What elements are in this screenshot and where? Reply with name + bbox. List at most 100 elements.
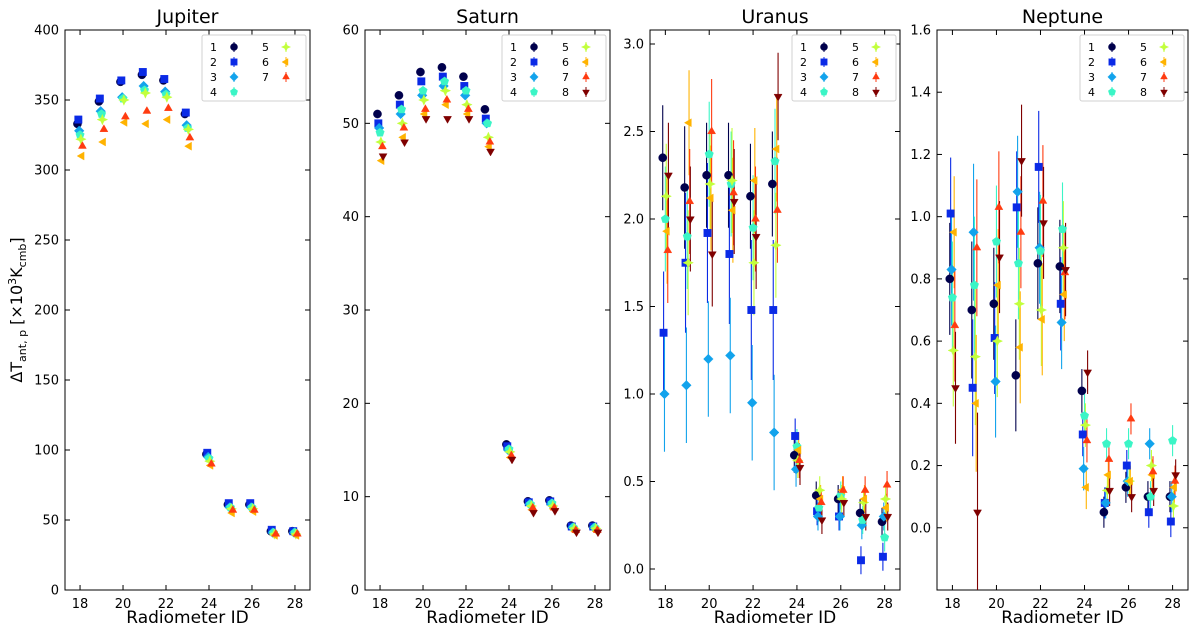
data-point: [729, 198, 739, 207]
y-tick-label: 1.0: [623, 388, 644, 403]
legend-entry: 5: [1140, 41, 1170, 54]
data-point: [1167, 500, 1180, 512]
data-point: [839, 499, 849, 508]
data-point: [142, 106, 152, 114]
data-point: [794, 455, 804, 464]
panel-title: Neptune: [1022, 6, 1103, 28]
data-point: [96, 113, 109, 126]
legend-marker: [530, 87, 538, 96]
data-point: [749, 176, 758, 185]
data-point: [747, 306, 756, 314]
legend-label: 1: [1088, 41, 1095, 54]
legend-label: 4: [1088, 86, 1095, 99]
data-point: [814, 503, 824, 512]
data-point: [1082, 435, 1092, 444]
data-point: [968, 383, 977, 392]
data-point: [1124, 439, 1134, 448]
y-tick-label: 40: [342, 210, 359, 225]
data-point: [1146, 491, 1156, 501]
plot-frame: [649, 29, 901, 591]
data-point: [141, 119, 149, 129]
legend-marker: [530, 43, 538, 51]
data-point: [950, 320, 960, 329]
data-point: [271, 528, 281, 537]
legend-entry: 3: [1088, 71, 1117, 84]
data-point: [1170, 476, 1180, 484]
data-point: [482, 118, 493, 128]
legend-label: 6: [262, 56, 269, 69]
legend-label: 3: [210, 71, 217, 84]
data-point: [773, 93, 783, 102]
legend-marker: [230, 58, 238, 66]
data-points: [373, 63, 603, 538]
legend-marker: [581, 58, 589, 66]
data-point: [373, 109, 382, 119]
data-point: [1103, 470, 1111, 480]
x-tick-label: 20: [415, 597, 432, 612]
data-point: [659, 388, 670, 400]
data-point: [1102, 439, 1112, 448]
data-point: [99, 124, 109, 132]
legend-marker: [1160, 89, 1168, 97]
legend-marker: [1160, 72, 1168, 80]
legend-marker: [820, 43, 828, 51]
legend-marker: [280, 41, 292, 53]
data-point: [993, 280, 1001, 290]
data-point: [1100, 497, 1111, 509]
data-point: [882, 479, 892, 488]
data-point: [682, 231, 692, 241]
data-point: [1105, 487, 1114, 496]
legend-label: 7: [1140, 71, 1147, 84]
data-point: [685, 216, 695, 225]
legend-entry: 4: [210, 86, 238, 99]
data-point: [725, 250, 734, 258]
y-tick-label: 50: [42, 514, 59, 529]
data-point: [1083, 369, 1092, 378]
data-point: [707, 126, 716, 135]
y-tick-label: 1.6: [910, 24, 931, 39]
y-tick-label: 3.0: [623, 38, 644, 53]
panel-title: Uranus: [741, 6, 808, 28]
data-point: [1011, 371, 1021, 380]
x-axis-label: Radiometer ID: [1001, 608, 1123, 628]
y-tick-label: 2.0: [623, 213, 644, 228]
data-point: [947, 344, 960, 357]
data-point: [951, 385, 960, 393]
plot-frame: [936, 29, 1189, 591]
data-point: [751, 233, 761, 242]
data-point: [1166, 491, 1177, 502]
x-tick-label: 18: [72, 597, 89, 612]
y-tick-label: 0.5: [623, 475, 644, 490]
data-point: [1061, 267, 1070, 275]
data-point: [529, 510, 538, 518]
data-point: [464, 104, 473, 112]
legend-entry: 2: [800, 56, 828, 69]
legend-label: 7: [562, 71, 569, 84]
data-point: [995, 254, 1004, 263]
data-point: [878, 552, 887, 561]
data-point: [1056, 299, 1065, 308]
data-point: [725, 350, 736, 361]
data-point: [398, 132, 406, 142]
data-point: [1079, 419, 1092, 431]
data-point: [949, 227, 957, 237]
x-tick-label: 18: [657, 597, 674, 612]
data-points: [658, 52, 893, 575]
data-point: [662, 226, 670, 236]
data-point: [418, 85, 428, 95]
x-tick-label: 24: [1076, 597, 1093, 612]
x-tick-label: 24: [501, 597, 518, 612]
data-point: [969, 280, 979, 289]
data-point: [160, 75, 169, 83]
data-point: [486, 148, 495, 157]
data-point: [1034, 162, 1043, 171]
legend-marker: [870, 41, 882, 53]
data-point: [1033, 259, 1043, 268]
x-tick-label: 22: [1032, 597, 1049, 612]
data-point: [416, 67, 425, 77]
legend-entry: 4: [800, 86, 828, 99]
data-point: [751, 213, 760, 222]
data-point: [724, 170, 733, 180]
